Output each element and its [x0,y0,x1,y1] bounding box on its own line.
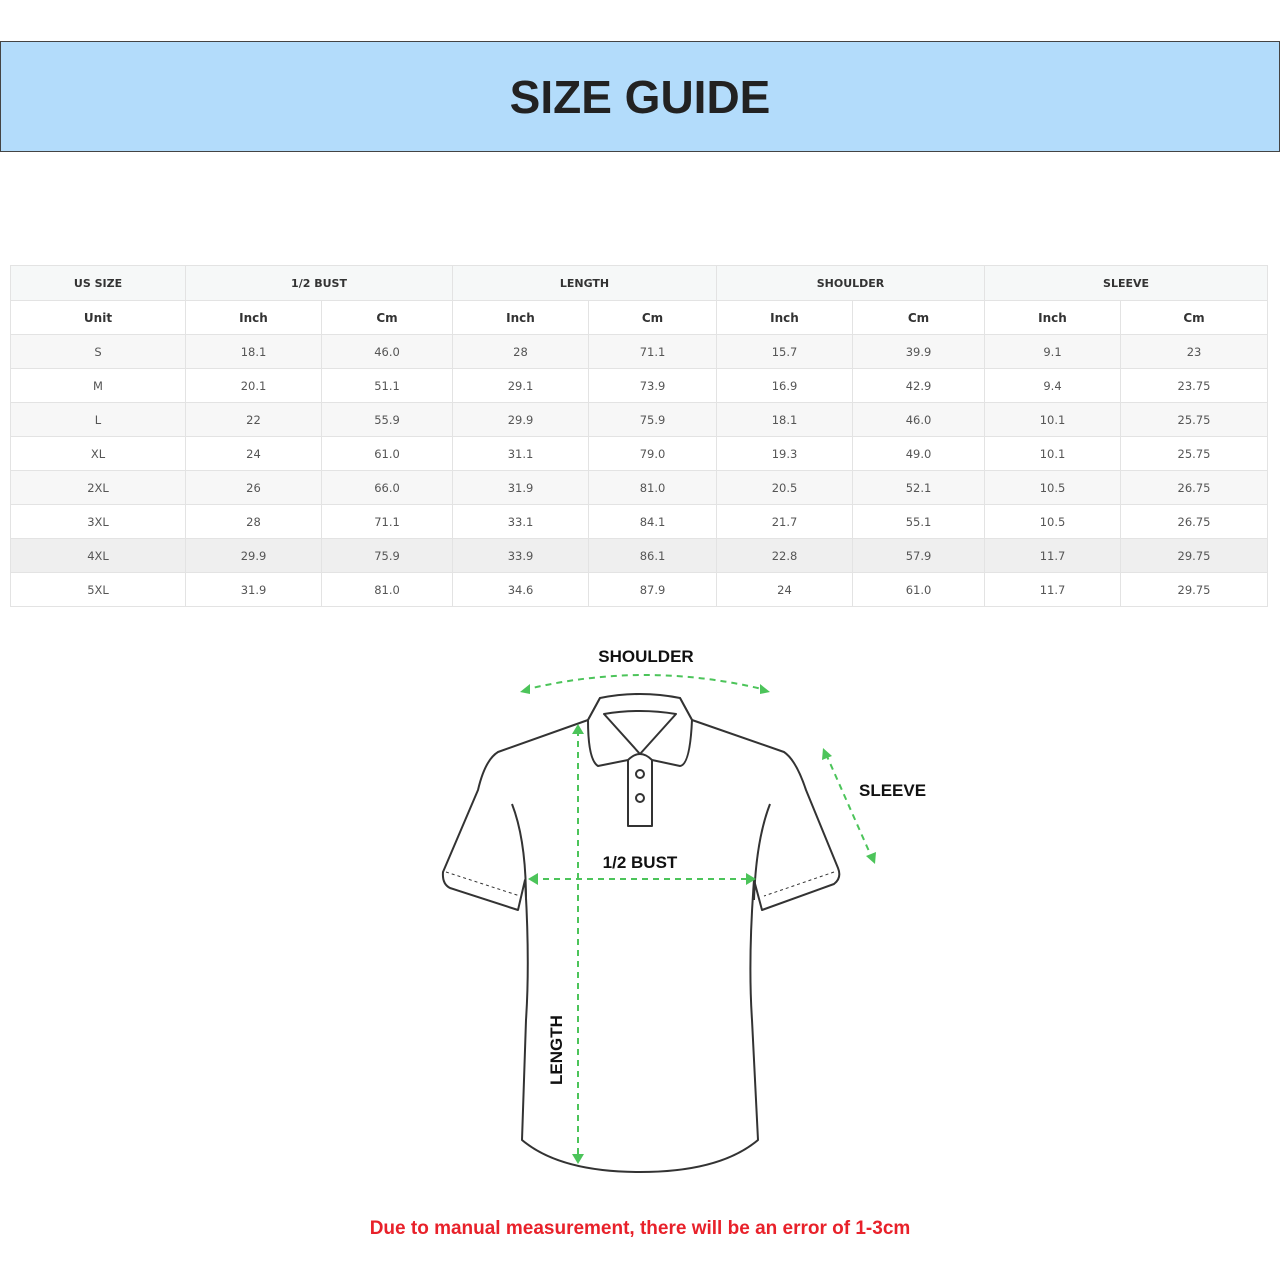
sleeve-arrow [825,753,873,859]
table-cell: 29.9 [452,402,589,437]
table-cell: 39.9 [851,334,986,369]
table-cell: 24 [716,572,853,607]
table-cell: 61.0 [851,572,986,607]
sleeve-label: SLEEVE [859,781,926,800]
shoulder-arrow [523,674,767,691]
table-row: L 22 55.9 29.9 75.9 18.1 46.0 10.1 25.75 [10,402,1269,437]
table-cell: 73.9 [588,368,717,403]
table-cell: 31.9 [185,572,322,607]
group-header: LENGTH [452,265,717,301]
measurement-arrows [523,674,873,1158]
table-cell: 20.5 [716,470,853,505]
table-cell: 87.9 [588,572,717,607]
group-header-row: US SIZE 1/2 BUST LENGTH SHOULDER SLEEVE [10,265,1269,301]
table-cell: 26.75 [1120,470,1269,505]
table-cell: 22.8 [716,538,853,573]
table-cell: 9.4 [984,368,1122,403]
table-cell: 71.1 [321,504,453,539]
table-cell: 71.1 [588,334,717,369]
table-row: 5XL 31.9 81.0 34.6 87.9 24 61.0 11.7 29.75 [10,572,1269,607]
table-cell: 33.9 [452,538,589,573]
table-cell: 34.6 [452,572,589,607]
table-row: S 18.1 46.0 28 71.1 15.7 39.9 9.1 23 [10,334,1269,369]
table-row: 2XL 26 66.0 31.9 81.0 20.5 52.1 10.5 26.75 [10,470,1269,505]
table-cell: 26.75 [1120,504,1269,539]
table-cell: 66.0 [321,470,453,505]
page-title: SIZE GUIDE [509,70,771,123]
table-cell: L [10,402,186,437]
table-cell: 29.75 [1120,572,1269,607]
unit-header: Cm [321,300,453,335]
table-cell: 21.7 [716,504,853,539]
table-cell: 23 [1120,334,1269,369]
table-row: 4XL 29.9 75.9 33.9 86.1 22.8 57.9 11.7 29.75 [10,538,1269,573]
table-cell: 29.75 [1120,538,1269,573]
table-cell: 55.1 [851,504,986,539]
table-row: 3XL 28 71.1 33.1 84.1 21.7 55.1 10.5 26.75 [10,504,1269,539]
table-cell: 9.1 [984,334,1122,369]
table-cell: 26 [185,470,322,505]
table-cell: 22 [185,402,322,437]
table-cell: 28 [185,504,322,539]
table-cell: 24 [185,436,322,471]
table-cell: 46.0 [321,334,453,369]
table-cell: 10.1 [984,402,1122,437]
table-row: XL 24 61.0 31.1 79.0 19.3 49.0 10.1 25.75 [10,436,1269,471]
group-header: SLEEVE [984,265,1269,301]
table-cell: 25.75 [1120,436,1269,471]
table-cell: 84.1 [588,504,717,539]
table-cell: S [10,334,186,369]
arrow-heads [520,684,876,1164]
measurement-note: Due to manual measurement, there will be… [369,1218,911,1239]
table-cell: 75.9 [588,402,717,437]
table-cell: 29.1 [452,368,589,403]
table-cell: 5XL [10,572,186,607]
group-header: SHOULDER [715,265,986,301]
unit-header: Cm [1120,300,1269,335]
table-cell: 57.9 [851,538,986,573]
table-cell: 46.0 [851,402,986,437]
group-header: 1/2 BUST [185,265,453,301]
table-cell: 75.9 [321,538,453,573]
table-cell: 18.1 [716,402,853,437]
table-cell: 3XL [10,504,186,539]
table-cell: 23.75 [1120,368,1269,403]
unit-header: Cm [851,300,986,335]
table-cell: 28 [452,334,589,369]
table-cell: 11.7 [984,572,1122,607]
table-cell: 11.7 [984,538,1122,573]
shoulder-label: SHOULDER [598,647,693,666]
title-banner: SIZE GUIDE [0,41,1280,152]
length-label: LENGTH [547,1015,566,1085]
table-cell: 61.0 [321,436,453,471]
size-table: US SIZE 1/2 BUST LENGTH SHOULDER SLEEVE Unit I… [10,265,1269,607]
table-cell: 52.1 [851,470,986,505]
polo-shirt-illustration [441,693,841,1173]
table-cell: 15.7 [716,334,853,369]
table-cell: 55.9 [321,402,453,437]
bust-label: 1/2 BUST [603,853,678,872]
table-cell: 2XL [10,470,186,505]
table-cell: 4XL [10,538,186,573]
table-cell: 18.1 [185,334,322,369]
unit-header-row: Unit Inch Cm Inch Cm Inch Cm Inch Cm [10,300,1269,335]
unit-header: Unit [10,300,186,335]
